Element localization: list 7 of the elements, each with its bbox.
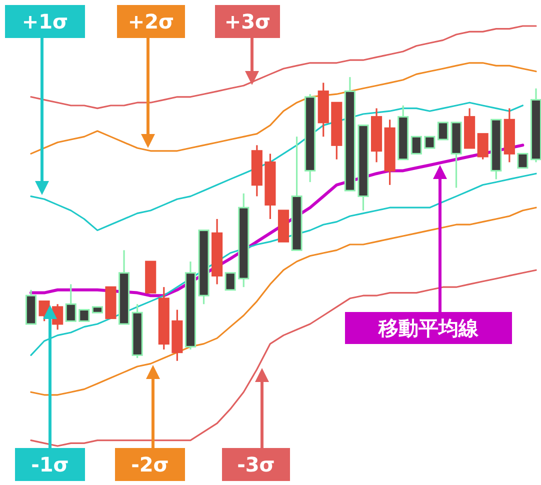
text: -1σ [31, 452, 69, 476]
text: +2σ [128, 10, 174, 34]
text: +3σ [224, 10, 271, 34]
text: -3σ [237, 452, 275, 476]
annotation: 移動平均線 [378, 316, 480, 340]
text: -2σ [131, 452, 169, 476]
text: +1σ [22, 10, 68, 34]
